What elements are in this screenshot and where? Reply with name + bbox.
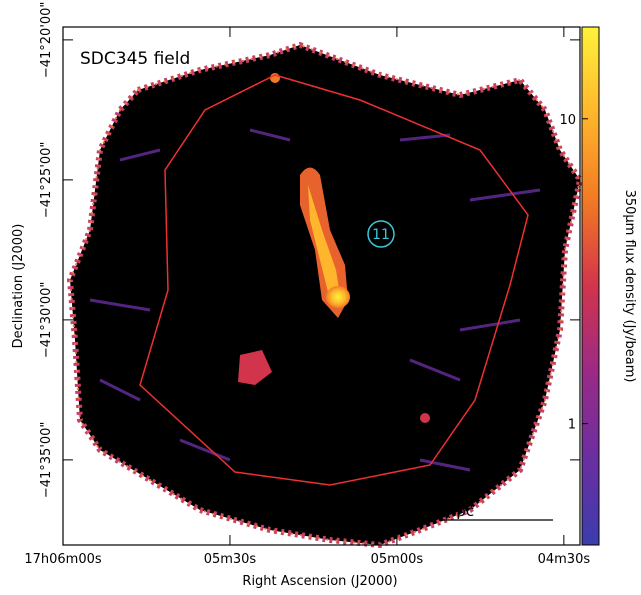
source-label: 11	[372, 227, 390, 243]
sky-image	[62, 26, 584, 549]
chart-title: SDC345 field	[80, 49, 190, 69]
y-tick-label: −41°25'00"	[39, 142, 54, 219]
y-tick-label: −41°20'00"	[39, 2, 54, 79]
colorbar	[581, 26, 600, 546]
x-axis-label: Right Ascension (J2000)	[242, 574, 397, 589]
y-axis-label: Declination (J2000)	[11, 224, 26, 349]
y-tick-label: −41°30'00"	[39, 282, 54, 359]
y-tick-label: −41°35'00"	[39, 422, 54, 499]
scale-bar-label: 5 pc	[442, 502, 474, 520]
colorbar-tick-label: 1	[568, 418, 576, 433]
colorbar-tick-label: 10	[559, 113, 576, 128]
x-tick-label: 04m30s	[538, 552, 591, 567]
x-tick-label: 05m30s	[204, 552, 257, 567]
x-tick-label: 17h06m00s	[24, 552, 102, 567]
colorbar-label: 350μm flux density (Jy/beam)	[622, 190, 637, 383]
x-tick-label: 05m00s	[371, 552, 424, 567]
